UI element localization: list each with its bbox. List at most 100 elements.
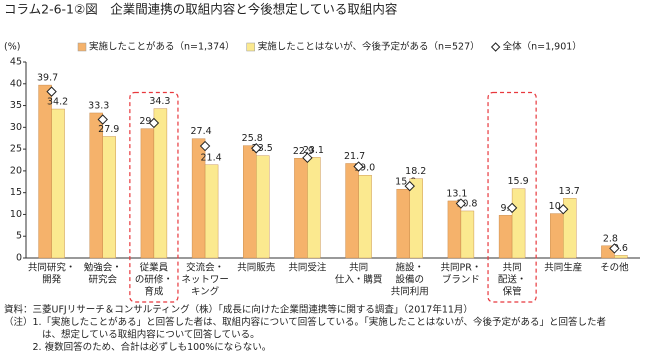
x-tick-label: 共同利用: [391, 286, 429, 298]
bar: [498, 215, 513, 259]
x-tick-label: 共同PR・: [440, 263, 481, 274]
diamond-marker: [404, 180, 415, 192]
bar: [243, 145, 257, 259]
diamond-marker: [46, 86, 57, 97]
bar: [204, 164, 219, 259]
data-label: 10.8: [456, 198, 477, 209]
legend-label: 全体（n=1,901）: [503, 41, 582, 53]
bar: [102, 136, 116, 259]
data-label: 23.5: [252, 143, 273, 154]
bar: [563, 198, 577, 259]
bar: [38, 84, 52, 259]
x-tick-label: 従業員: [140, 262, 169, 274]
x-tick-label: 開発: [42, 274, 62, 286]
diamond-marker: [97, 114, 108, 125]
bar: [51, 108, 65, 259]
bar: [460, 210, 475, 259]
footnote: （注）1.「実施したことがある」と回答した者は、取組内容について回答している。「…: [4, 316, 606, 328]
x-tick-label: 施設・: [395, 262, 424, 274]
y-tick-label: 45: [10, 57, 22, 68]
data-label: 18.2: [405, 166, 426, 177]
data-label: 29.7: [139, 116, 160, 127]
x-tick-label: 研究会: [88, 274, 117, 286]
bar: [256, 155, 270, 259]
bar: [358, 175, 372, 259]
chart-title: コラム2-6-1②図 企業間連携の取組内容と今後想定している取組内容: [4, 2, 397, 17]
data-label: 33.3: [88, 100, 109, 111]
diamond-marker: [609, 243, 620, 254]
x-tick-label: 設備の: [395, 274, 424, 286]
footnote: 資料：三菱UFJリサーチ＆コンサルティング（株）「成長に向けた企業間連携等に関す…: [4, 304, 473, 316]
diamond-marker: [455, 198, 467, 209]
y-unit-label: (%): [4, 42, 20, 53]
y-tick-label: 5: [16, 231, 22, 242]
data-label: 15.9: [508, 176, 529, 187]
data-label: 15.8: [395, 177, 416, 188]
bar: [140, 128, 155, 259]
data-label: 0.6: [613, 243, 628, 254]
data-label: 13.7: [559, 186, 580, 197]
data-label: 25.8: [242, 133, 263, 144]
x-tick-label: その他: [600, 262, 629, 274]
data-label: 21.7: [344, 151, 365, 162]
y-tick-label: 25: [10, 144, 22, 155]
bar: [307, 157, 321, 259]
data-label: 22.9: [293, 146, 314, 157]
data-label: 19.0: [354, 163, 375, 174]
bar: [447, 200, 462, 259]
x-tick-label: 交流会・: [186, 262, 224, 274]
legend-marker: [246, 42, 255, 52]
legend-marker: [77, 42, 87, 52]
bar: [511, 188, 526, 259]
y-tick-label: 10: [10, 209, 22, 220]
data-label: 27.9: [98, 124, 119, 135]
footnote: 2. 複数回答のため、合計は必ずしも100%にならない。: [4, 341, 271, 353]
footnote: は、想定している取組内容について回答している。: [4, 329, 260, 341]
data-label: 39.7: [37, 73, 58, 84]
diamond-marker: [558, 204, 569, 215]
bar: [396, 188, 410, 259]
diamond-marker: [148, 117, 160, 129]
diamond-marker: [251, 143, 262, 154]
x-tick-label: の研修・: [135, 274, 173, 286]
diamond-marker: [353, 161, 364, 172]
x-tick-label: 共同: [349, 263, 368, 274]
y-tick-label: 30: [10, 122, 22, 133]
y-tick-label: 40: [10, 78, 22, 89]
x-tick-label: キング: [191, 286, 220, 298]
bar: [294, 158, 308, 259]
data-label: 10.2: [549, 201, 570, 212]
y-tick-label: 35: [10, 100, 22, 111]
diamond-marker: [302, 152, 313, 164]
diamond-marker: [199, 140, 211, 152]
bar: [345, 163, 359, 259]
x-tick-label: 共同研究・: [28, 262, 76, 274]
bar: [614, 255, 628, 259]
legend-label: 実施したことがある（n=1,374）: [89, 41, 235, 53]
data-label: 23.1: [303, 145, 324, 156]
y-tick-label: 15: [10, 187, 22, 198]
x-tick-label: 仕入・購買: [335, 274, 383, 286]
bar: [550, 213, 564, 259]
x-tick-label: 共同受注: [288, 262, 327, 274]
bar: [153, 108, 168, 259]
legend-label: 実施したことはないが、今後予定がある（n=527）: [258, 41, 480, 53]
data-label: 34.2: [47, 97, 68, 108]
data-label: 2.8: [603, 233, 618, 244]
x-tick-label: ネットワー: [181, 275, 229, 286]
x-tick-label: 保管: [503, 286, 522, 298]
y-tick-label: 20: [10, 165, 22, 176]
x-tick-label: 配送・: [498, 274, 527, 286]
x-tick-label: 共同生産: [544, 262, 582, 274]
legend-marker: [490, 42, 501, 52]
x-tick-label: 共同: [503, 263, 522, 274]
x-tick-label: 育成: [144, 286, 164, 298]
x-tick-label: 共同販売: [237, 262, 275, 274]
diamond-marker: [506, 202, 518, 214]
x-tick-label: ブランド: [442, 274, 480, 286]
data-label: 27.4: [191, 126, 212, 137]
bar: [409, 178, 423, 259]
data-label: 34.3: [149, 96, 170, 107]
data-label: 21.4: [201, 152, 222, 163]
